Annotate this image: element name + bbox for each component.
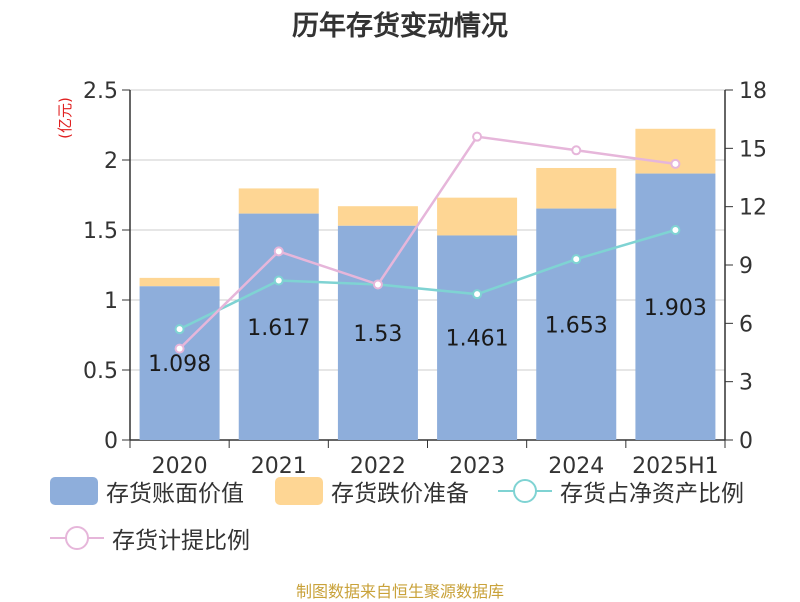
legend-swatch-provision-ratio <box>50 526 104 550</box>
point-net-asset-ratio <box>273 275 284 286</box>
bar-provision <box>238 188 319 214</box>
x-tick-label: 2023 <box>449 454 505 479</box>
point-net-asset-ratio <box>571 254 582 265</box>
right-tick-label: 12 <box>739 196 767 221</box>
bar-book-value <box>139 286 220 440</box>
point-net-asset-ratio <box>174 324 185 335</box>
bar-provision <box>337 206 418 226</box>
data-label-book-value: 1.53 <box>353 322 402 347</box>
point-provision-ratio <box>372 279 383 290</box>
series-line-net-asset-ratio <box>179 228 676 331</box>
point-provision-ratio <box>273 246 284 257</box>
data-label-book-value: 1.617 <box>247 316 310 341</box>
bar-book-value <box>536 208 617 440</box>
left-tick-label: 1.5 <box>83 219 118 244</box>
x-tick-label: 2025H1 <box>632 454 719 479</box>
x-tick-label: 2020 <box>152 454 208 479</box>
point-provision-ratio <box>472 131 483 142</box>
legend-label-net-asset-ratio: 存货占净资产比例 <box>560 481 744 507</box>
bar-provision <box>536 167 617 209</box>
left-tick-label: 2.5 <box>83 79 118 104</box>
right-tick-label: 3 <box>739 371 753 396</box>
bar-provision <box>437 197 518 236</box>
data-label-book-value: 1.098 <box>148 352 211 377</box>
bar-book-value <box>437 235 518 440</box>
series-line-provision-ratio <box>178 135 676 350</box>
bar-provision <box>139 277 220 287</box>
legend-item-provision-ratio[interactable]: 存货计提比例 <box>50 521 250 555</box>
x-tick-label: 2024 <box>548 454 604 479</box>
left-tick-label: 2 <box>104 149 118 174</box>
bar-book-value <box>635 173 716 440</box>
right-tick-label: 15 <box>739 137 767 162</box>
left-tick-label: 0.5 <box>83 359 118 384</box>
left-tick-label: 1 <box>104 289 118 314</box>
legend-item-net-asset-ratio[interactable]: 存货占净资产比例 <box>498 474 744 508</box>
legend-swatch-net-asset-ratio <box>498 479 552 503</box>
legend-item-book-value[interactable]: 存货账面价值 <box>50 474 244 508</box>
point-provision-ratio <box>670 158 681 169</box>
right-tick-label: 0 <box>739 429 753 454</box>
legend-swatch-provision <box>275 477 323 505</box>
bar-book-value <box>337 225 418 440</box>
right-tick-label: 9 <box>739 254 753 279</box>
data-label-book-value: 1.461 <box>446 327 509 352</box>
legend-item-provision[interactable]: 存货跌价准备 <box>275 474 469 508</box>
point-provision-ratio <box>174 343 185 354</box>
legend-label-book-value: 存货账面价值 <box>106 481 244 507</box>
right-tick-label: 18 <box>739 79 767 104</box>
left-tick-label: 0 <box>104 429 118 454</box>
point-net-asset-ratio <box>670 225 681 235</box>
x-tick-label: 2022 <box>350 454 406 479</box>
right-tick-label: 6 <box>739 312 753 337</box>
x-tick-label: 2021 <box>251 454 307 479</box>
point-net-asset-ratio <box>472 289 483 300</box>
data-label-book-value: 1.653 <box>545 313 608 338</box>
point-provision-ratio <box>571 145 582 156</box>
data-label-book-value: 1.903 <box>644 296 707 321</box>
legend-swatch-book-value <box>50 477 98 505</box>
legend-label-provision-ratio: 存货计提比例 <box>112 528 250 554</box>
legend-label-provision: 存货跌价准备 <box>331 481 469 507</box>
data-source-note: 制图数据来自恒生聚源数据库 <box>295 582 504 601</box>
chart-title: 历年存货变动情况 <box>292 11 508 42</box>
left-axis-unit: (亿元) <box>56 97 74 139</box>
